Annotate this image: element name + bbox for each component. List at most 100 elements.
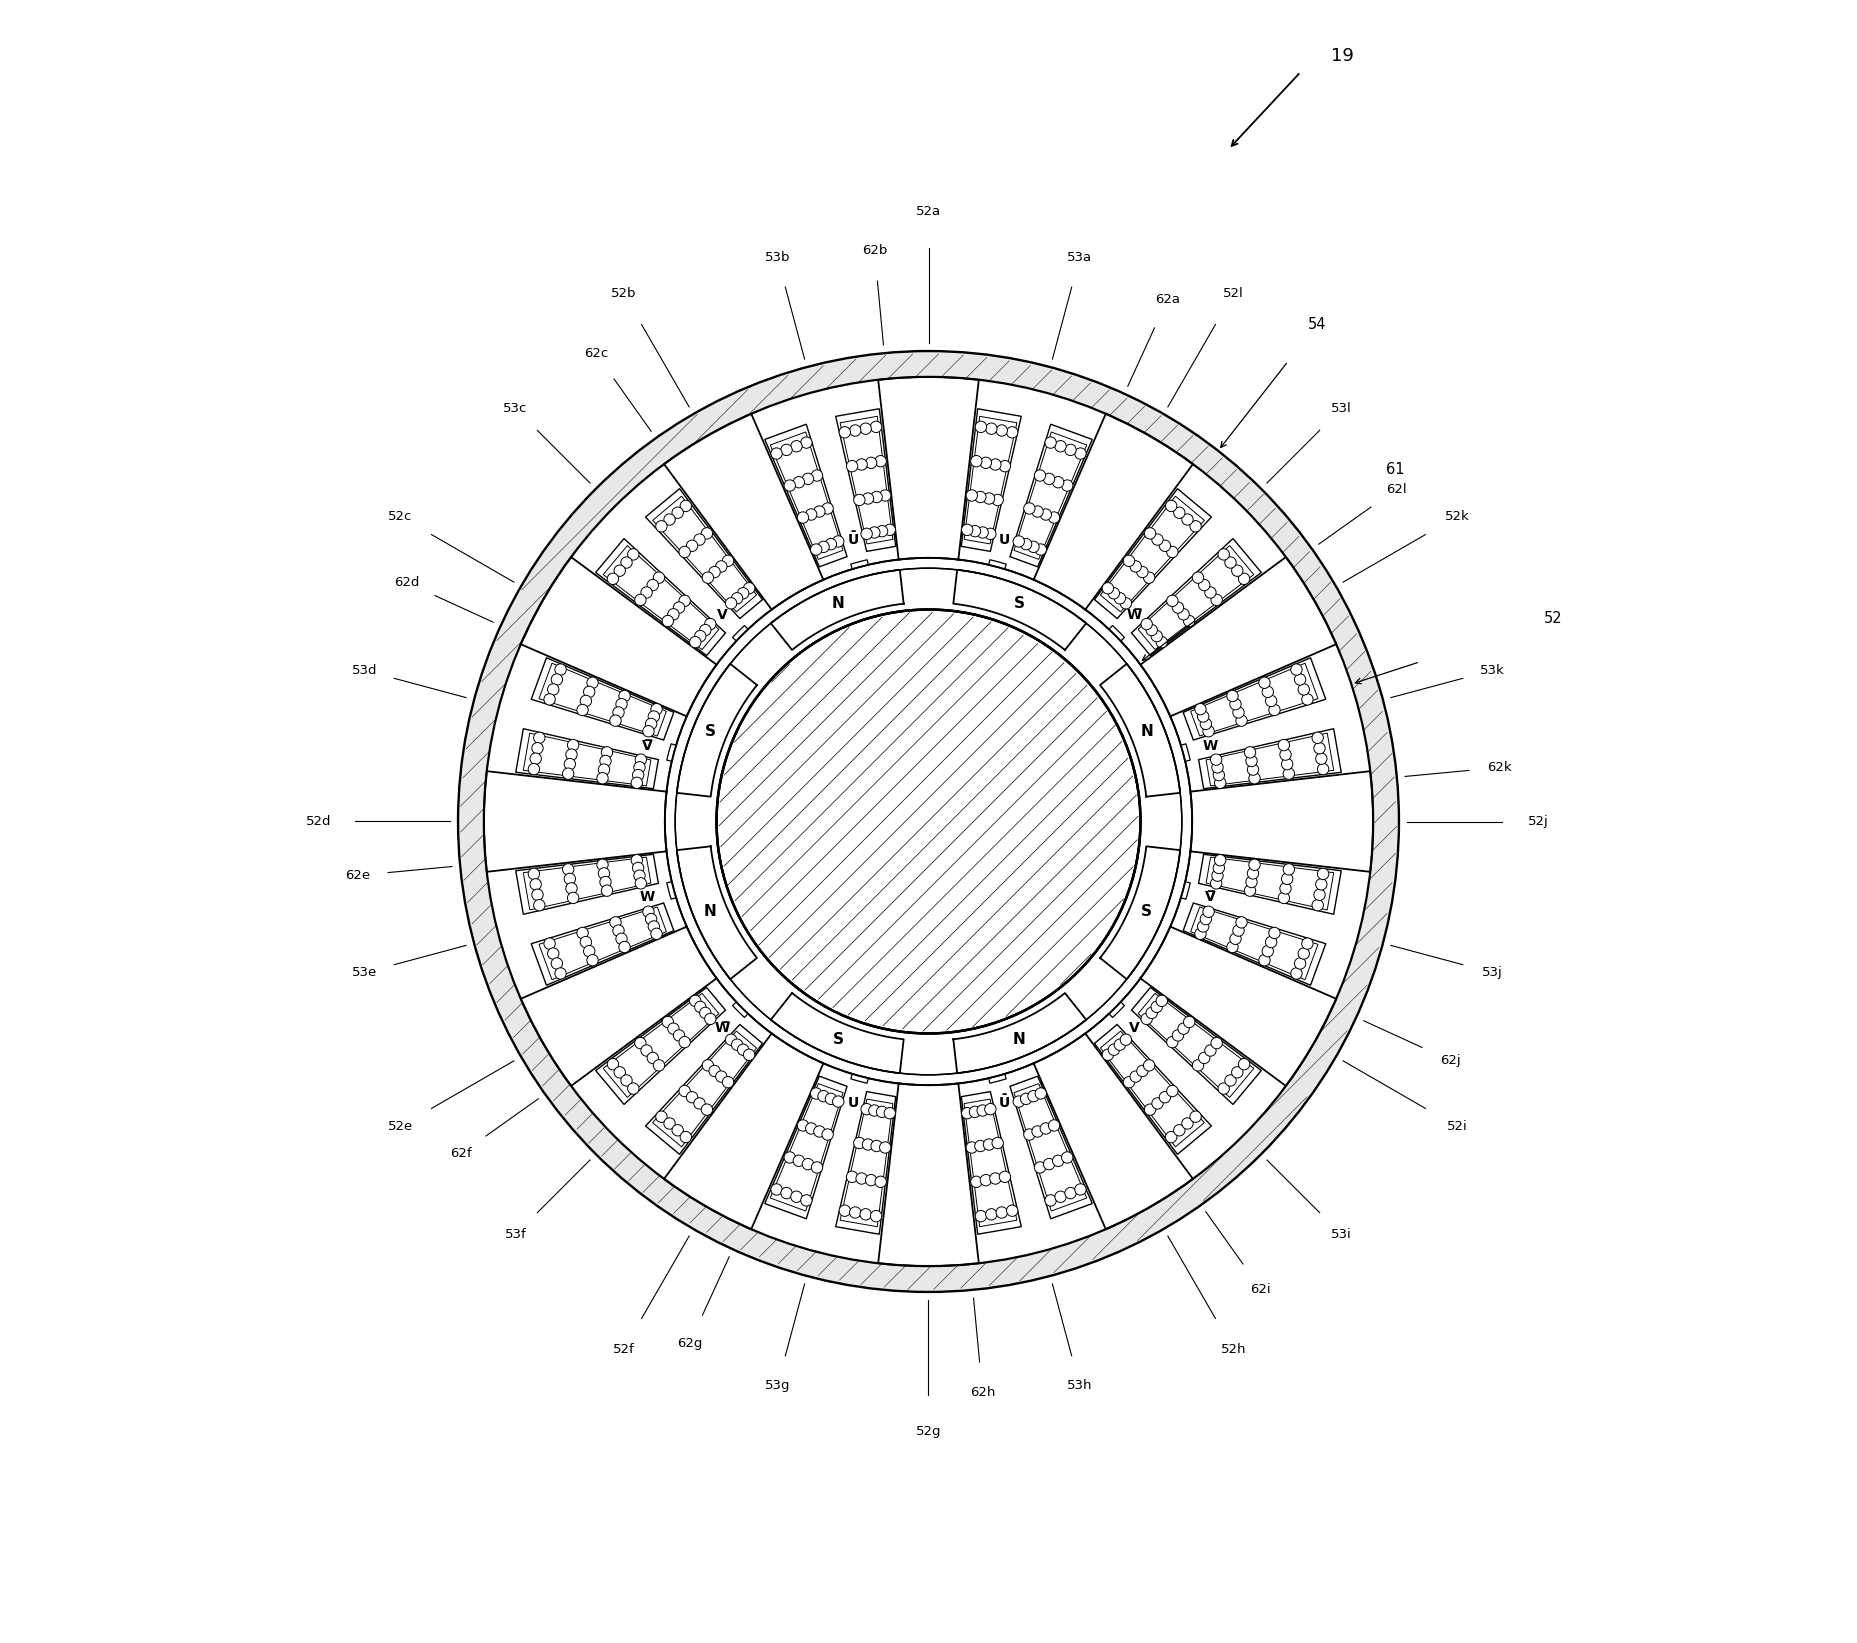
- Circle shape: [969, 526, 980, 537]
- Circle shape: [687, 541, 698, 552]
- Circle shape: [704, 618, 717, 629]
- Circle shape: [962, 1107, 973, 1119]
- Circle shape: [1114, 593, 1125, 605]
- Circle shape: [847, 1171, 858, 1183]
- Circle shape: [1268, 927, 1279, 938]
- Circle shape: [1045, 1194, 1057, 1206]
- Circle shape: [680, 1086, 691, 1098]
- Polygon shape: [988, 1075, 1006, 1083]
- Circle shape: [1313, 899, 1324, 910]
- Circle shape: [527, 764, 540, 775]
- Circle shape: [854, 495, 865, 506]
- Polygon shape: [646, 1025, 763, 1155]
- Circle shape: [737, 1043, 748, 1055]
- Circle shape: [1259, 677, 1270, 688]
- Circle shape: [1034, 544, 1047, 555]
- Polygon shape: [485, 771, 667, 872]
- Circle shape: [680, 1037, 691, 1048]
- Circle shape: [1298, 948, 1309, 960]
- Circle shape: [975, 421, 986, 432]
- Polygon shape: [665, 1033, 823, 1229]
- Circle shape: [975, 1211, 986, 1222]
- Circle shape: [1144, 1104, 1155, 1116]
- Circle shape: [531, 743, 544, 754]
- Circle shape: [871, 491, 882, 503]
- Circle shape: [1144, 527, 1155, 539]
- Text: Ū: Ū: [847, 532, 858, 547]
- Text: 53h: 53h: [1068, 1378, 1092, 1392]
- Polygon shape: [531, 904, 674, 986]
- Circle shape: [1283, 864, 1294, 876]
- Circle shape: [1203, 905, 1214, 917]
- Circle shape: [563, 864, 574, 876]
- Text: N: N: [1140, 723, 1153, 739]
- Polygon shape: [1014, 1084, 1086, 1211]
- Polygon shape: [1099, 664, 1181, 797]
- Circle shape: [607, 573, 618, 585]
- Circle shape: [548, 683, 559, 695]
- Circle shape: [1131, 560, 1142, 572]
- Polygon shape: [964, 416, 1018, 544]
- Circle shape: [709, 1065, 721, 1076]
- Circle shape: [1040, 1122, 1051, 1134]
- Circle shape: [1214, 777, 1226, 789]
- Circle shape: [743, 583, 754, 593]
- Circle shape: [1198, 920, 1209, 932]
- Circle shape: [1231, 565, 1242, 577]
- Polygon shape: [516, 729, 659, 789]
- Circle shape: [771, 1183, 782, 1194]
- Circle shape: [598, 868, 609, 879]
- Circle shape: [680, 1132, 691, 1144]
- Circle shape: [620, 1075, 631, 1086]
- Circle shape: [529, 752, 542, 764]
- Polygon shape: [596, 987, 726, 1104]
- Circle shape: [1172, 1030, 1183, 1042]
- Polygon shape: [1140, 927, 1337, 1086]
- Polygon shape: [1099, 846, 1181, 979]
- Circle shape: [971, 455, 982, 467]
- Circle shape: [880, 1142, 891, 1153]
- Polygon shape: [1190, 907, 1318, 979]
- Circle shape: [598, 764, 609, 775]
- Circle shape: [620, 557, 631, 568]
- Polygon shape: [539, 664, 667, 736]
- Circle shape: [631, 777, 643, 789]
- Circle shape: [966, 1142, 977, 1153]
- Circle shape: [1075, 1183, 1086, 1194]
- Circle shape: [1014, 1096, 1025, 1107]
- Circle shape: [1123, 555, 1135, 567]
- Circle shape: [884, 524, 895, 536]
- Circle shape: [1014, 536, 1025, 547]
- Polygon shape: [1101, 1032, 1205, 1147]
- Circle shape: [1313, 733, 1324, 744]
- Circle shape: [527, 868, 540, 879]
- Circle shape: [1019, 539, 1032, 550]
- Polygon shape: [596, 539, 726, 656]
- Circle shape: [663, 1017, 674, 1027]
- Text: 52l: 52l: [1224, 286, 1244, 299]
- Circle shape: [966, 490, 977, 501]
- Circle shape: [633, 863, 644, 874]
- Text: 52c: 52c: [388, 509, 412, 522]
- Circle shape: [1174, 1124, 1185, 1135]
- Circle shape: [1248, 868, 1259, 879]
- Circle shape: [865, 457, 877, 468]
- Circle shape: [695, 534, 706, 545]
- Circle shape: [618, 690, 630, 702]
- Circle shape: [1055, 440, 1066, 452]
- Circle shape: [702, 1060, 713, 1071]
- Circle shape: [602, 886, 613, 897]
- Circle shape: [743, 1050, 754, 1060]
- Circle shape: [995, 426, 1008, 435]
- Circle shape: [986, 422, 997, 434]
- Circle shape: [1034, 1162, 1045, 1173]
- Circle shape: [793, 476, 804, 488]
- Text: 52e: 52e: [388, 1121, 412, 1134]
- Text: 52k: 52k: [1445, 509, 1469, 522]
- Circle shape: [1218, 549, 1229, 560]
- Circle shape: [1231, 1066, 1242, 1078]
- Circle shape: [817, 541, 830, 552]
- Circle shape: [1211, 595, 1222, 606]
- Circle shape: [643, 905, 654, 917]
- Circle shape: [812, 1162, 823, 1173]
